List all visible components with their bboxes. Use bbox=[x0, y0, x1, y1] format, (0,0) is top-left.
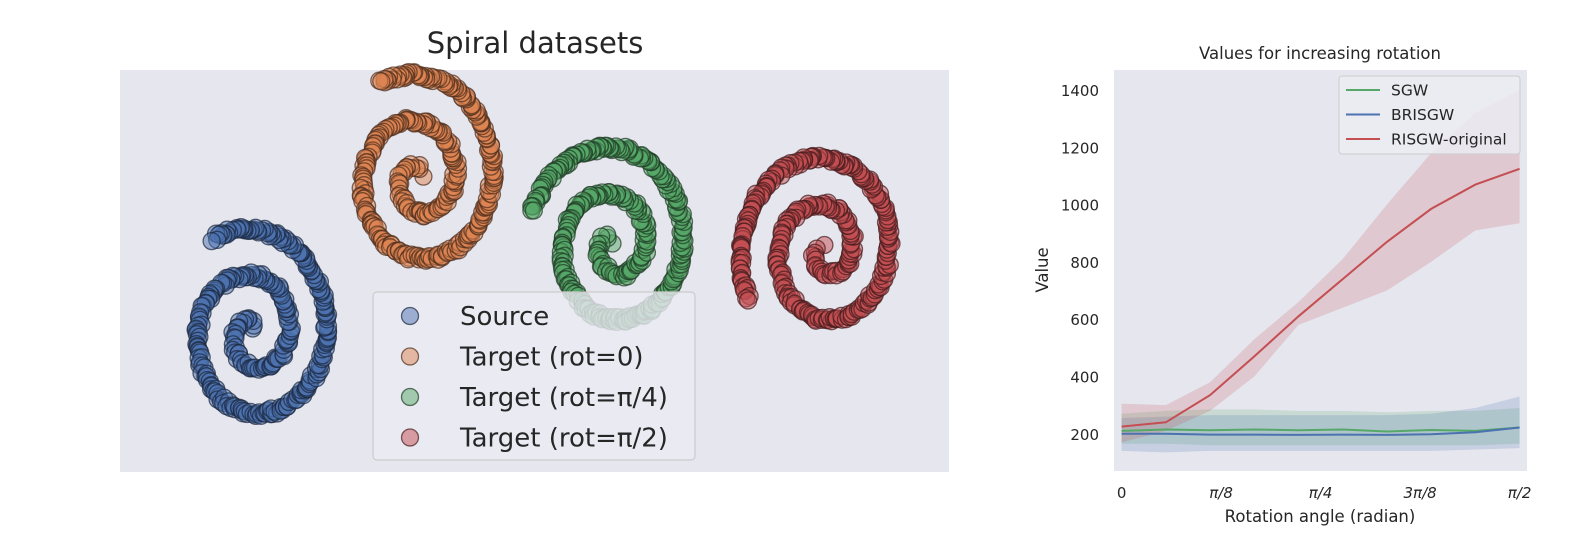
spiral-legend-box bbox=[372, 291, 696, 461]
spiral-point bbox=[372, 72, 391, 91]
spiral-point bbox=[524, 201, 543, 220]
spiral-series-3 bbox=[730, 146, 901, 331]
x-tick-label: π/2 bbox=[1508, 484, 1532, 502]
spiral-legend-marker bbox=[400, 428, 420, 447]
rotation-values-panel: Values for increasing rotation 200 400 600… bbox=[1033, 44, 1531, 526]
rotation-legend-label: SGW bbox=[1391, 82, 1428, 100]
x-tick-labels: 0 π/8 π/4 3π/8 π/2 bbox=[1117, 484, 1532, 502]
spiral-points bbox=[186, 62, 901, 426]
spiral-series-0 bbox=[186, 218, 338, 426]
band-2 bbox=[1121, 90, 1520, 443]
spiral-series-2 bbox=[522, 136, 694, 332]
spiral-legend-marker bbox=[400, 306, 420, 326]
band-1 bbox=[1121, 396, 1520, 453]
y-tick-label: 1000 bbox=[1061, 197, 1099, 215]
rotation-legend-label: BRISGW bbox=[1391, 106, 1454, 124]
series-lines bbox=[1121, 167, 1520, 436]
rotation-legend: SGW BRISGW RISGW-original bbox=[1338, 75, 1521, 155]
series-line-0 bbox=[1121, 426, 1520, 433]
y-tick-label: 800 bbox=[1070, 254, 1099, 272]
x-axis-label: Rotation angle (radian) bbox=[1225, 507, 1416, 526]
spiral-point bbox=[202, 231, 221, 251]
y-tick-label: 600 bbox=[1070, 311, 1099, 329]
band-0 bbox=[1121, 408, 1520, 446]
rotation-legend-label: RISGW-original bbox=[1391, 131, 1507, 149]
y-tick-labels: 200 400 600 800 1000 1200 1400 bbox=[1061, 82, 1099, 444]
spiral-legend-label: Target (rot=0) bbox=[459, 343, 644, 373]
spiral-legend-label: Target (rot=π/4) bbox=[459, 383, 668, 413]
y-tick-label: 400 bbox=[1070, 368, 1099, 386]
spiral-series-1 bbox=[351, 62, 504, 270]
rotation-legend-box bbox=[1338, 75, 1521, 155]
spiral-legend-label: Target (rot=π/2) bbox=[459, 424, 668, 454]
spiral-chart-title: Spiral datasets bbox=[427, 26, 644, 60]
spiral-legend-marker bbox=[400, 347, 420, 366]
series-line-1 bbox=[1121, 426, 1520, 436]
spiral-legend-marker bbox=[400, 387, 420, 407]
x-tick-label: π/4 bbox=[1309, 484, 1333, 502]
series-line-2 bbox=[1121, 167, 1520, 428]
rotation-chart-title: Values for increasing rotation bbox=[1199, 44, 1441, 63]
confidence-bands bbox=[1121, 90, 1520, 453]
spiral-point bbox=[738, 291, 758, 310]
spiral-legend-label: Source bbox=[460, 302, 549, 332]
y-tick-label: 1400 bbox=[1061, 82, 1099, 100]
y-tick-label: 1200 bbox=[1061, 139, 1099, 157]
spiral-legend: Source Target (rot=0) Target (rot=π/4) Targ… bbox=[372, 291, 696, 461]
x-tick-label: π/8 bbox=[1209, 484, 1233, 502]
x-tick-label: 0 bbox=[1117, 484, 1127, 502]
y-axis-label: Value bbox=[1033, 247, 1052, 292]
spiral-datasets-panel: Spiral datasets Source Target (rot=0) Targ… bbox=[120, 26, 949, 472]
y-tick-label: 200 bbox=[1070, 426, 1099, 444]
x-tick-label: 3π/8 bbox=[1404, 484, 1437, 502]
